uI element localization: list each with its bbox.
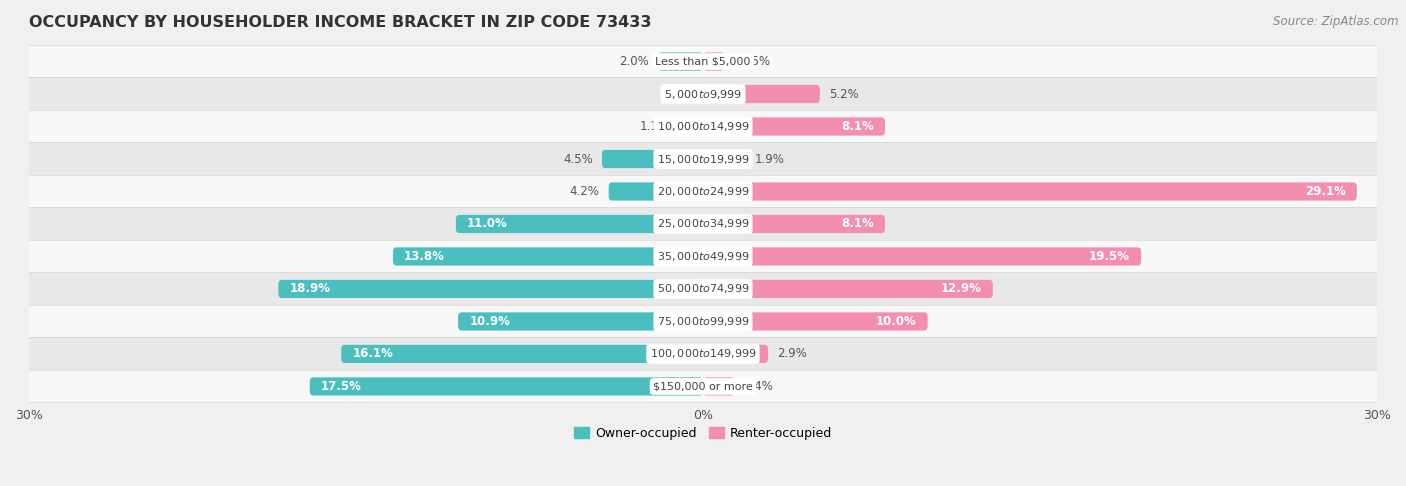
Text: 1.1%: 1.1% [640,120,669,133]
Text: 1.9%: 1.9% [755,153,785,166]
FancyBboxPatch shape [602,150,703,168]
FancyBboxPatch shape [0,305,1406,338]
Text: 8.1%: 8.1% [841,217,873,230]
Text: $20,000 to $24,999: $20,000 to $24,999 [657,185,749,198]
Text: $100,000 to $149,999: $100,000 to $149,999 [650,347,756,361]
Text: $15,000 to $19,999: $15,000 to $19,999 [657,153,749,166]
FancyBboxPatch shape [658,52,703,70]
Text: 4.2%: 4.2% [569,185,599,198]
Text: 1.4%: 1.4% [744,380,773,393]
Text: 4.5%: 4.5% [564,153,593,166]
FancyBboxPatch shape [609,182,703,201]
Text: 17.5%: 17.5% [321,380,361,393]
FancyBboxPatch shape [392,247,703,265]
FancyBboxPatch shape [703,85,820,103]
FancyBboxPatch shape [0,110,1406,143]
Text: 16.1%: 16.1% [353,347,394,361]
FancyBboxPatch shape [278,280,703,298]
Text: Less than $5,000: Less than $5,000 [655,56,751,67]
Text: $10,000 to $14,999: $10,000 to $14,999 [657,120,749,133]
Text: 18.9%: 18.9% [290,282,330,295]
Text: 13.8%: 13.8% [404,250,446,263]
FancyBboxPatch shape [0,208,1406,240]
Text: $5,000 to $9,999: $5,000 to $9,999 [664,87,742,101]
Text: $75,000 to $99,999: $75,000 to $99,999 [657,315,749,328]
Text: Source: ZipAtlas.com: Source: ZipAtlas.com [1274,15,1399,28]
FancyBboxPatch shape [703,118,884,136]
FancyBboxPatch shape [703,345,768,363]
FancyBboxPatch shape [703,377,734,396]
FancyBboxPatch shape [703,52,724,70]
FancyBboxPatch shape [0,370,1406,403]
Text: $150,000 or more: $150,000 or more [654,382,752,391]
Text: 19.5%: 19.5% [1088,250,1130,263]
FancyBboxPatch shape [703,182,1357,201]
FancyBboxPatch shape [703,247,1142,265]
Text: $35,000 to $49,999: $35,000 to $49,999 [657,250,749,263]
FancyBboxPatch shape [0,78,1406,110]
Text: $25,000 to $34,999: $25,000 to $34,999 [657,217,749,230]
Text: 10.0%: 10.0% [876,315,917,328]
FancyBboxPatch shape [703,280,993,298]
FancyBboxPatch shape [678,118,703,136]
Text: 12.9%: 12.9% [941,282,981,295]
FancyBboxPatch shape [0,240,1406,273]
Legend: Owner-occupied, Renter-occupied: Owner-occupied, Renter-occupied [568,422,838,445]
FancyBboxPatch shape [0,45,1406,78]
Text: 29.1%: 29.1% [1305,185,1346,198]
FancyBboxPatch shape [703,312,928,330]
Text: 2.0%: 2.0% [619,55,650,68]
Text: 11.0%: 11.0% [467,217,508,230]
FancyBboxPatch shape [703,215,884,233]
Text: 5.2%: 5.2% [828,87,859,101]
Text: 0.0%: 0.0% [665,87,695,101]
Text: 0.95%: 0.95% [734,55,770,68]
Text: $50,000 to $74,999: $50,000 to $74,999 [657,282,749,295]
Text: 2.9%: 2.9% [778,347,807,361]
Text: 10.9%: 10.9% [470,315,510,328]
FancyBboxPatch shape [309,377,703,396]
FancyBboxPatch shape [0,338,1406,370]
FancyBboxPatch shape [342,345,703,363]
Text: OCCUPANCY BY HOUSEHOLDER INCOME BRACKET IN ZIP CODE 73433: OCCUPANCY BY HOUSEHOLDER INCOME BRACKET … [30,15,651,30]
FancyBboxPatch shape [0,143,1406,175]
FancyBboxPatch shape [456,215,703,233]
FancyBboxPatch shape [458,312,703,330]
FancyBboxPatch shape [703,150,745,168]
FancyBboxPatch shape [0,175,1406,208]
FancyBboxPatch shape [0,273,1406,305]
Text: 8.1%: 8.1% [841,120,873,133]
